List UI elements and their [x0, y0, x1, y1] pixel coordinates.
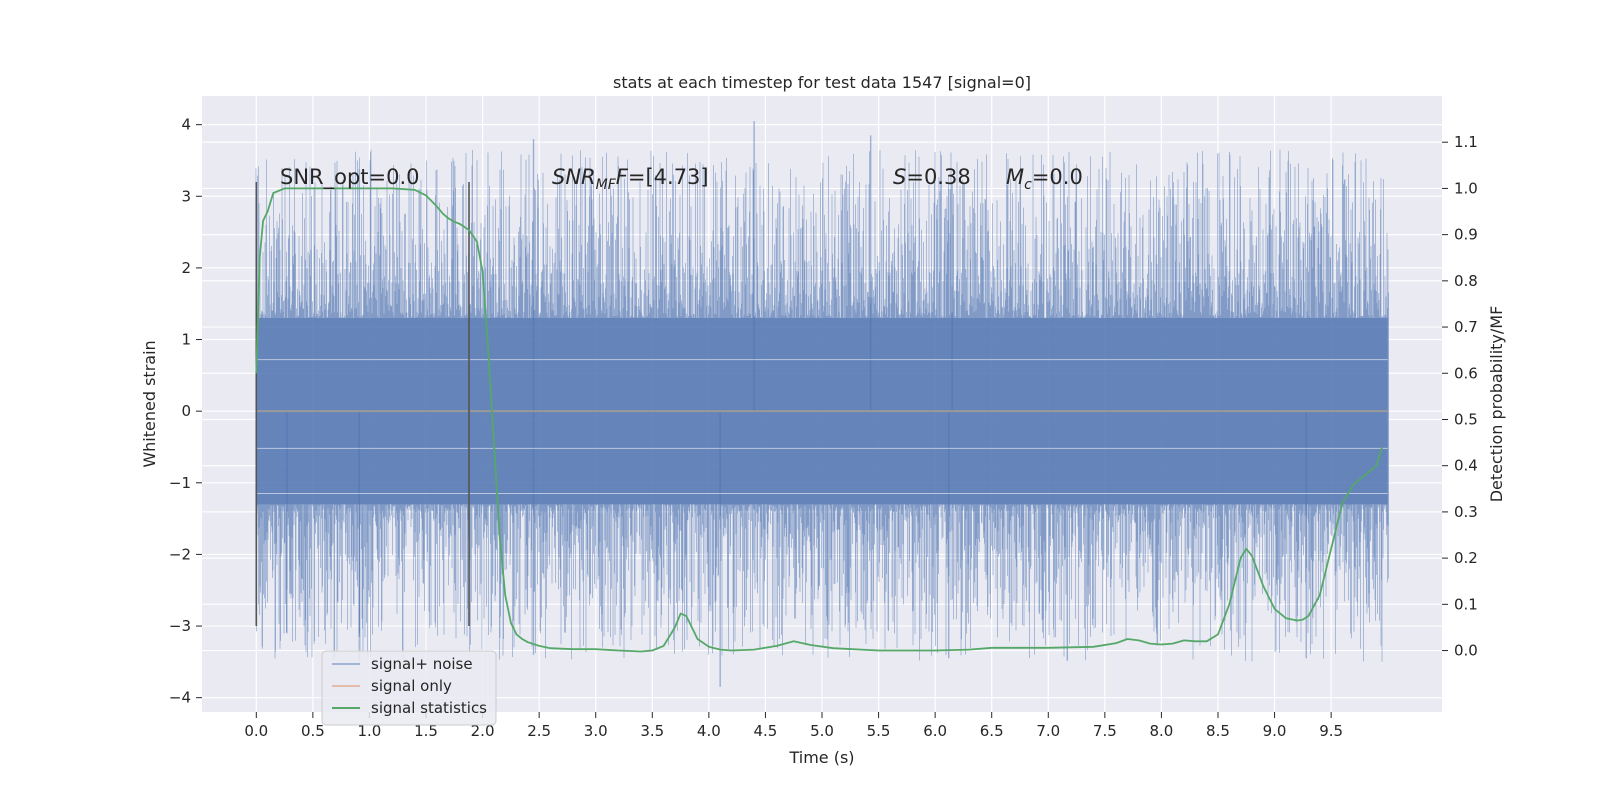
y-tick-label: −1: [169, 474, 191, 492]
x-tick-label: 3.5: [640, 722, 664, 740]
legend-box: [321, 650, 497, 726]
y-tick-label: 0: [181, 402, 191, 420]
x-tick-label: 3.0: [584, 722, 608, 740]
y-tick-label: 2: [181, 259, 191, 277]
x-tick-label: 5.0: [810, 722, 834, 740]
x-tick-label: 7.0: [1036, 722, 1060, 740]
y2-tick-label: 0.2: [1454, 549, 1478, 567]
x-tick-label: 9.5: [1319, 722, 1343, 740]
annotation-mc-symbol: M: [1006, 165, 1024, 189]
annotation-s-value: =0.38: [906, 165, 970, 189]
annotation-snr-mf: SNRMFF=[4.73]: [552, 165, 709, 193]
annotation-snr-mf-f: F: [616, 165, 629, 189]
signal-statistics-series: [255, 187, 1383, 653]
y2-tick-label: 0.9: [1454, 226, 1478, 244]
annotation-snr-opt: SNR_opt=0.0: [280, 165, 420, 190]
signal-plus-noise-series: [255, 121, 1389, 687]
chart-title: stats at each timestep for test data 154…: [613, 73, 1031, 92]
annotation-mc-subscript: c: [1024, 177, 1032, 193]
y-tick-label: 1: [181, 331, 191, 349]
segment-marker-lines: [255, 181, 470, 627]
legend: signal+ noise signal only signal statist…: [321, 650, 497, 726]
y-tick-label: 3: [181, 187, 191, 205]
y2-axis-label: Detection probability/MF: [1487, 306, 1506, 503]
x-tick-label: 4.5: [754, 722, 778, 740]
y2-tick-label: 1.0: [1454, 179, 1478, 197]
annotation-mc: Mc=0.0: [1006, 165, 1083, 193]
y-axis-label: Whitened strain: [140, 340, 159, 467]
legend-label-signal-statistics: signal statistics: [371, 699, 487, 717]
annotation-s-symbol: S: [893, 165, 906, 189]
annotation-snr-mf-subscript: MF: [596, 177, 617, 193]
x-tick-label: 1.0: [358, 722, 382, 740]
y-tick-label: −3: [169, 617, 191, 635]
x-axis-label: Time (s): [788, 748, 854, 767]
x-tick-label: 0.5: [301, 722, 325, 740]
x-tick-label: 7.5: [1093, 722, 1117, 740]
x-tick-label: 8.0: [1149, 722, 1173, 740]
legend-label-signal-noise: signal+ noise: [371, 655, 473, 673]
y2-tick-label: 0.0: [1454, 642, 1478, 660]
right-y-axis-ticks: 1.1 1.0 0.9 0.8 0.7 0.6 0.5 0.4 0.3 0.2 0.1 0.0: [1442, 133, 1478, 660]
left-y-axis-ticks: 4 3 2 1 0 −1 −2 −3 −4: [169, 116, 202, 707]
y-tick-label: −2: [169, 545, 191, 563]
annotation-snr-mf-value: =[4.73]: [628, 165, 709, 189]
signal-statistics-line: [255, 187, 1383, 653]
x-tick-label: 8.5: [1206, 722, 1230, 740]
annotation-mc-value: =0.0: [1032, 165, 1083, 189]
x-axis-ticks: 0.0 0.5 1.0 1.5 2.0 2.5 3.0 3.5 4.0 4.5 5.0 5.5 6.0 6…: [244, 712, 1343, 740]
y-tick-label: 4: [181, 116, 191, 134]
y2-tick-label: 0.5: [1454, 410, 1478, 428]
x-tick-label: 6.0: [923, 722, 947, 740]
x-tick-label: 9.0: [1263, 722, 1287, 740]
y2-tick-label: 0.1: [1454, 595, 1478, 613]
y-tick-label: −4: [169, 689, 191, 707]
y2-tick-label: 0.8: [1454, 272, 1478, 290]
y2-tick-label: 0.4: [1454, 457, 1478, 475]
y2-tick-label: 0.3: [1454, 503, 1478, 521]
x-tick-label: 0.0: [244, 722, 268, 740]
y2-tick-label: 0.7: [1454, 318, 1478, 336]
x-tick-label: 5.5: [867, 722, 891, 740]
annotation-snr-mf-symbol: SNR: [552, 165, 596, 189]
x-tick-label: 6.5: [980, 722, 1004, 740]
y2-tick-label: 1.1: [1454, 133, 1478, 151]
x-tick-label: 2.0: [471, 722, 495, 740]
x-tick-label: 1.5: [414, 722, 438, 740]
y2-tick-label: 0.6: [1454, 364, 1478, 382]
annotation-s: S=0.38: [893, 165, 971, 189]
x-tick-label: 2.5: [527, 722, 551, 740]
legend-label-signal-only: signal only: [371, 677, 452, 695]
x-tick-label: 4.0: [697, 722, 721, 740]
